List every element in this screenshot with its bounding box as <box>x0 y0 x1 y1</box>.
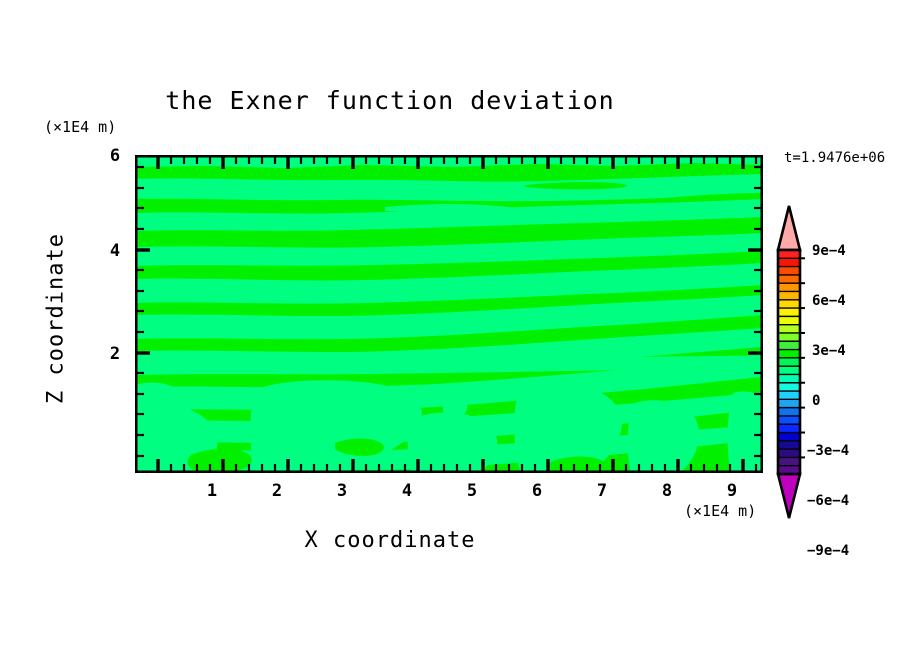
colorbar-label-neg9e-4: −9e−4 <box>807 543 850 559</box>
y-tick-label-4: 4 <box>109 241 121 261</box>
x-tick-label-1: 1 <box>206 481 218 501</box>
colorbar-label-9e-4: 9e−4 <box>812 243 846 259</box>
colorbar-label-neg3e-4: −3e−4 <box>807 443 850 459</box>
x-axis-ticks <box>169 464 758 473</box>
x-tick-label-3: 3 <box>336 481 348 501</box>
colorbar-label-0: 0 <box>812 393 821 409</box>
y-axis-title: Z coordinate <box>43 233 69 404</box>
y-axis-unit-label: (×1E4 m) <box>44 118 117 136</box>
colorbar[interactable] <box>773 204 813 520</box>
x-axis-unit-label: (×1E4 m) <box>684 502 757 520</box>
colorbar-label-neg6e-4: −6e−4 <box>807 493 850 509</box>
timestamp-annotation: t=1.9476e+06 <box>784 150 886 166</box>
x-tick-label-7: 7 <box>596 481 608 501</box>
colorbar-label-3e-4: 3e−4 <box>812 343 846 359</box>
page-title: the Exner function deviation <box>165 86 615 115</box>
x-axis-ticks-top <box>169 155 758 164</box>
x-tick-label-4: 4 <box>401 481 413 501</box>
x-axis-title: X coordinate <box>304 528 476 553</box>
y-tick-label-6: 6 <box>109 146 121 166</box>
contour-plot <box>135 155 763 473</box>
y-axis-major-ticks-right <box>748 248 763 355</box>
x-tick-label-6: 6 <box>531 481 543 501</box>
colorbar-label-6e-4: 6e−4 <box>812 293 846 309</box>
y-axis-major-ticks <box>135 155 150 355</box>
x-tick-label-2: 2 <box>271 481 283 501</box>
colorbar-bands <box>778 250 800 474</box>
x-tick-label-8: 8 <box>661 481 673 501</box>
x-tick-label-9: 9 <box>726 481 738 501</box>
x-axis-major-ticks-top <box>156 155 745 169</box>
y-axis-ticks-right <box>754 165 763 458</box>
x-axis-major-ticks <box>156 459 745 473</box>
y-tick-label-2: 2 <box>109 344 121 364</box>
y-axis-ticks <box>135 165 144 458</box>
x-tick-label-5: 5 <box>466 481 478 501</box>
